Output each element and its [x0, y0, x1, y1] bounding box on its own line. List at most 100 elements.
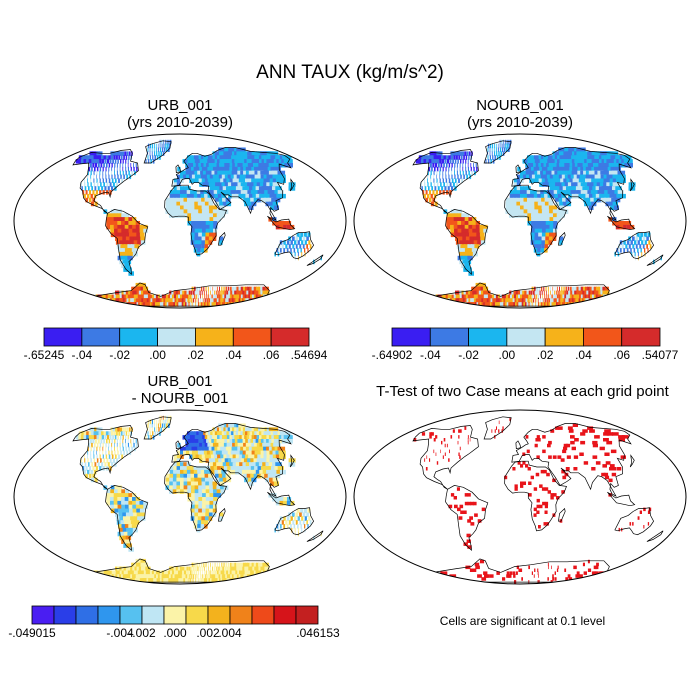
colorbar-tick-label: .00 — [149, 348, 166, 362]
coastline-indonesia — [607, 491, 636, 507]
colorbar-tick-label: .002 — [196, 626, 220, 640]
colorbar-tick-label: .06 — [613, 348, 630, 362]
colorbar-box — [81, 327, 121, 347]
colorbar-box — [229, 605, 253, 625]
colorbar-tick-label: .000 — [163, 626, 187, 640]
coastline-australia — [614, 231, 655, 260]
coastline-northAmerica — [412, 425, 479, 490]
colorbar-nourb: -.64902 -.04 -.02 .00 .02 .04 .06 .54077 — [372, 327, 679, 362]
colorbar-box — [232, 327, 272, 347]
colorbar-urb: -.65245 -.04 -.02 .00 .02 .04 .06 .54694 — [24, 327, 328, 362]
colorbar-box — [31, 605, 55, 625]
colorbar-box — [119, 327, 158, 347]
coastline-nz — [306, 254, 324, 266]
significance-note: Cells are significant at 0.1 level — [439, 614, 606, 628]
coastline-uk — [515, 440, 522, 450]
coastlines — [412, 416, 664, 583]
map-nourb — [353, 133, 687, 309]
coastline-greenland — [143, 416, 172, 440]
coastline-madagascar — [557, 507, 566, 522]
map-frame — [14, 410, 346, 584]
colorbar-box — [43, 327, 83, 347]
coastline-uk — [515, 164, 522, 174]
coastline-northAmerica — [72, 149, 139, 214]
map-frame — [354, 410, 686, 584]
colorbar-box — [295, 605, 319, 625]
coastline-southAmerica — [105, 485, 149, 552]
map-frame — [354, 134, 686, 308]
map-ttest — [353, 409, 687, 585]
colorbar-box — [163, 605, 187, 625]
coastline-eurasia — [171, 423, 292, 497]
colorbar-tick-label: -.004 — [106, 626, 134, 640]
panel-title-urb-line2: (yrs 2010-2039) — [127, 114, 233, 131]
panel-title-nourb-line1: NOURB_001 — [476, 97, 564, 114]
colorbar-tick-label: -.65245 — [24, 348, 65, 362]
coastline-japan — [289, 454, 295, 468]
coastline-nz — [646, 530, 664, 542]
coastline-australia — [274, 507, 315, 536]
colorbar-tick-label: .02 — [537, 348, 554, 362]
colorbar-tick-label: -.02 — [458, 348, 479, 362]
colorbar-box — [544, 327, 584, 347]
coastline-greenland — [143, 140, 172, 164]
coastline-southAmerica — [445, 209, 489, 276]
coastline-southAmerica — [105, 209, 149, 276]
coastline-australia — [274, 231, 315, 260]
coastline-madagascar — [557, 231, 566, 246]
colorbar-tick-label: .06 — [263, 348, 280, 362]
colorbar-box — [53, 605, 77, 625]
panel-title-nourb-line2: (yrs 2010-2039) — [467, 114, 573, 131]
coastline-africa — [504, 184, 567, 256]
colorbar-tick-label: .54077 — [642, 348, 679, 362]
panel-title-nourb: NOURB_001 (yrs 2010-2039) — [380, 97, 660, 131]
coastline-japan — [289, 178, 295, 192]
coastline-indonesia — [267, 215, 296, 231]
colorbar-tick-label: -.049015 — [8, 626, 56, 640]
panel-title-urb-line1: URB_001 — [147, 97, 213, 114]
colorbar-tick-label: .54694 — [291, 348, 328, 362]
colorbar-box — [185, 605, 209, 625]
coastline-indonesia — [607, 215, 636, 231]
coastline-uk — [175, 164, 182, 174]
colorbar-tick-label: .004 — [218, 626, 242, 640]
colorbar-box — [506, 327, 546, 347]
colorbar-box — [251, 605, 275, 625]
colorbar-tick-label: .046153 — [296, 626, 340, 640]
coastline-madagascar — [217, 231, 226, 246]
colorbar-tick-label: -.02 — [109, 348, 130, 362]
coastline-northAmerica — [72, 425, 139, 490]
panel-title-ttest-line1: T-Test of two Case means at each grid po… — [376, 383, 669, 400]
coastline-africa — [504, 460, 567, 532]
coastline-northAmerica — [412, 149, 479, 214]
coastline-southAmerica — [445, 485, 489, 552]
coastline-nz — [646, 254, 664, 266]
colorbar-box — [583, 327, 623, 347]
coastline-japan — [629, 454, 635, 468]
map-field-layer — [413, 417, 652, 584]
colorbar-box — [157, 327, 196, 347]
map-diff — [13, 409, 347, 585]
coastline-indonesia — [267, 491, 296, 507]
map-border — [13, 409, 347, 585]
coastline-eurasia — [171, 147, 292, 221]
panel-title-urb: URB_001 (yrs 2010-2039) — [40, 97, 320, 131]
colorbar-tick-label: -.04 — [72, 348, 93, 362]
colorbar-box — [75, 605, 99, 625]
coastline-eurasia — [511, 147, 632, 221]
colorbar-box — [621, 327, 661, 347]
map-border — [353, 133, 687, 309]
colorbar-box — [141, 605, 165, 625]
colorbar-box — [468, 327, 508, 347]
map-field-layer — [415, 139, 662, 307]
map-border — [353, 409, 687, 585]
colorbar-tick-label: .02 — [187, 348, 204, 362]
map-urb — [13, 133, 347, 309]
coastline-japan — [629, 178, 635, 192]
panel-title-ttest: T-Test of two Case means at each grid po… — [350, 383, 695, 400]
figure-title: ANN TAUX (kg/m/s^2) — [256, 62, 444, 83]
colorbar-box — [195, 327, 234, 347]
colorbar-diff: -.049015 -.004-.002 .000 .002.004 .046153 — [8, 605, 340, 640]
coastline-uk — [175, 440, 182, 450]
colorbar-tick-label: -.002 — [128, 626, 156, 640]
